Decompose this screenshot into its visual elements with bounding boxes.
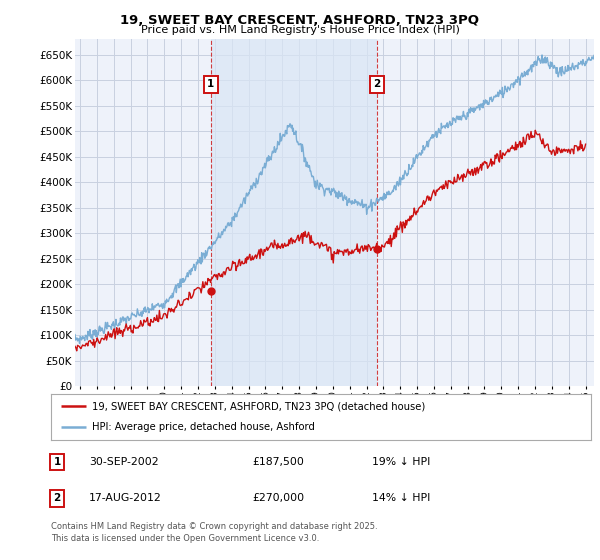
Text: 1: 1 (207, 80, 214, 90)
Text: 2: 2 (373, 80, 380, 90)
Text: 17-AUG-2012: 17-AUG-2012 (89, 493, 161, 503)
Text: Price paid vs. HM Land Registry's House Price Index (HPI): Price paid vs. HM Land Registry's House … (140, 25, 460, 35)
Text: £270,000: £270,000 (252, 493, 304, 503)
Text: 2: 2 (53, 493, 61, 503)
Text: 1: 1 (53, 457, 61, 467)
Text: 19, SWEET BAY CRESCENT, ASHFORD, TN23 3PQ (detached house): 19, SWEET BAY CRESCENT, ASHFORD, TN23 3P… (91, 401, 425, 411)
Text: £187,500: £187,500 (252, 457, 304, 467)
Text: Contains HM Land Registry data © Crown copyright and database right 2025.
This d: Contains HM Land Registry data © Crown c… (51, 522, 377, 543)
Text: 14% ↓ HPI: 14% ↓ HPI (372, 493, 430, 503)
Text: 30-SEP-2002: 30-SEP-2002 (89, 457, 158, 467)
Text: 19, SWEET BAY CRESCENT, ASHFORD, TN23 3PQ: 19, SWEET BAY CRESCENT, ASHFORD, TN23 3P… (121, 14, 479, 27)
Text: 19% ↓ HPI: 19% ↓ HPI (372, 457, 430, 467)
Text: HPI: Average price, detached house, Ashford: HPI: Average price, detached house, Ashf… (91, 422, 314, 432)
Bar (211, 39, 377, 386)
